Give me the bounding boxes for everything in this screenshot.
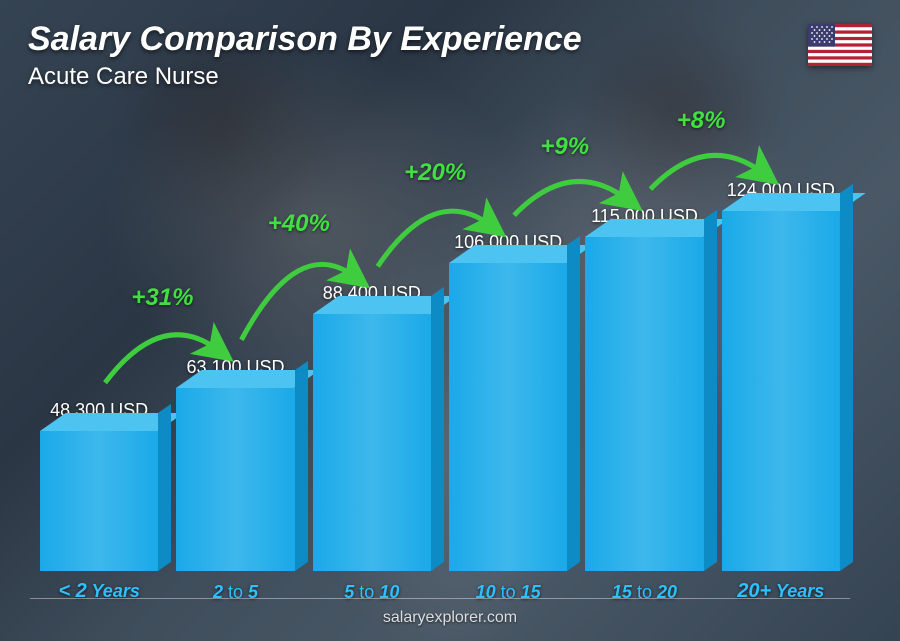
flag-icon	[808, 24, 872, 66]
bar-group: 88,400 USD5 to 10	[313, 283, 431, 571]
bar	[313, 314, 431, 571]
divider	[30, 598, 850, 599]
bar	[449, 263, 567, 571]
bar-category-label: 5 to 10	[344, 582, 399, 603]
bar-group: 124,000 USD20+ Years	[722, 180, 840, 571]
bar-category-label: 2 to 5	[213, 582, 258, 603]
bar-category-label: 20+ Years	[737, 580, 824, 603]
bar-category-label: 10 to 15	[476, 582, 541, 603]
pct-increase-label: +9%	[540, 133, 589, 161]
page-title: Salary Comparison By Experience	[28, 20, 582, 59]
bar	[722, 211, 840, 571]
bar	[176, 388, 294, 571]
bar-group: 106,000 USD10 to 15	[449, 232, 567, 571]
header: Salary Comparison By Experience Acute Ca…	[28, 20, 582, 91]
bar-category-label: 15 to 20	[612, 582, 677, 603]
pct-increase-label: +31%	[131, 284, 193, 312]
pct-increase-label: +40%	[268, 210, 330, 238]
bar	[40, 431, 158, 571]
bar-group: 48,300 USD< 2 Years	[40, 400, 158, 571]
page-subtitle: Acute Care Nurse	[28, 63, 582, 91]
bar	[585, 237, 703, 571]
pct-increase-label: +8%	[677, 107, 726, 135]
bar-category-label: < 2 Years	[58, 580, 139, 603]
bar-group: 63,100 USD2 to 5	[176, 357, 294, 571]
footer-attribution: salaryexplorer.com	[0, 609, 900, 627]
bar-group: 115,000 USD15 to 20	[585, 206, 703, 571]
pct-increase-label: +20%	[404, 159, 466, 187]
